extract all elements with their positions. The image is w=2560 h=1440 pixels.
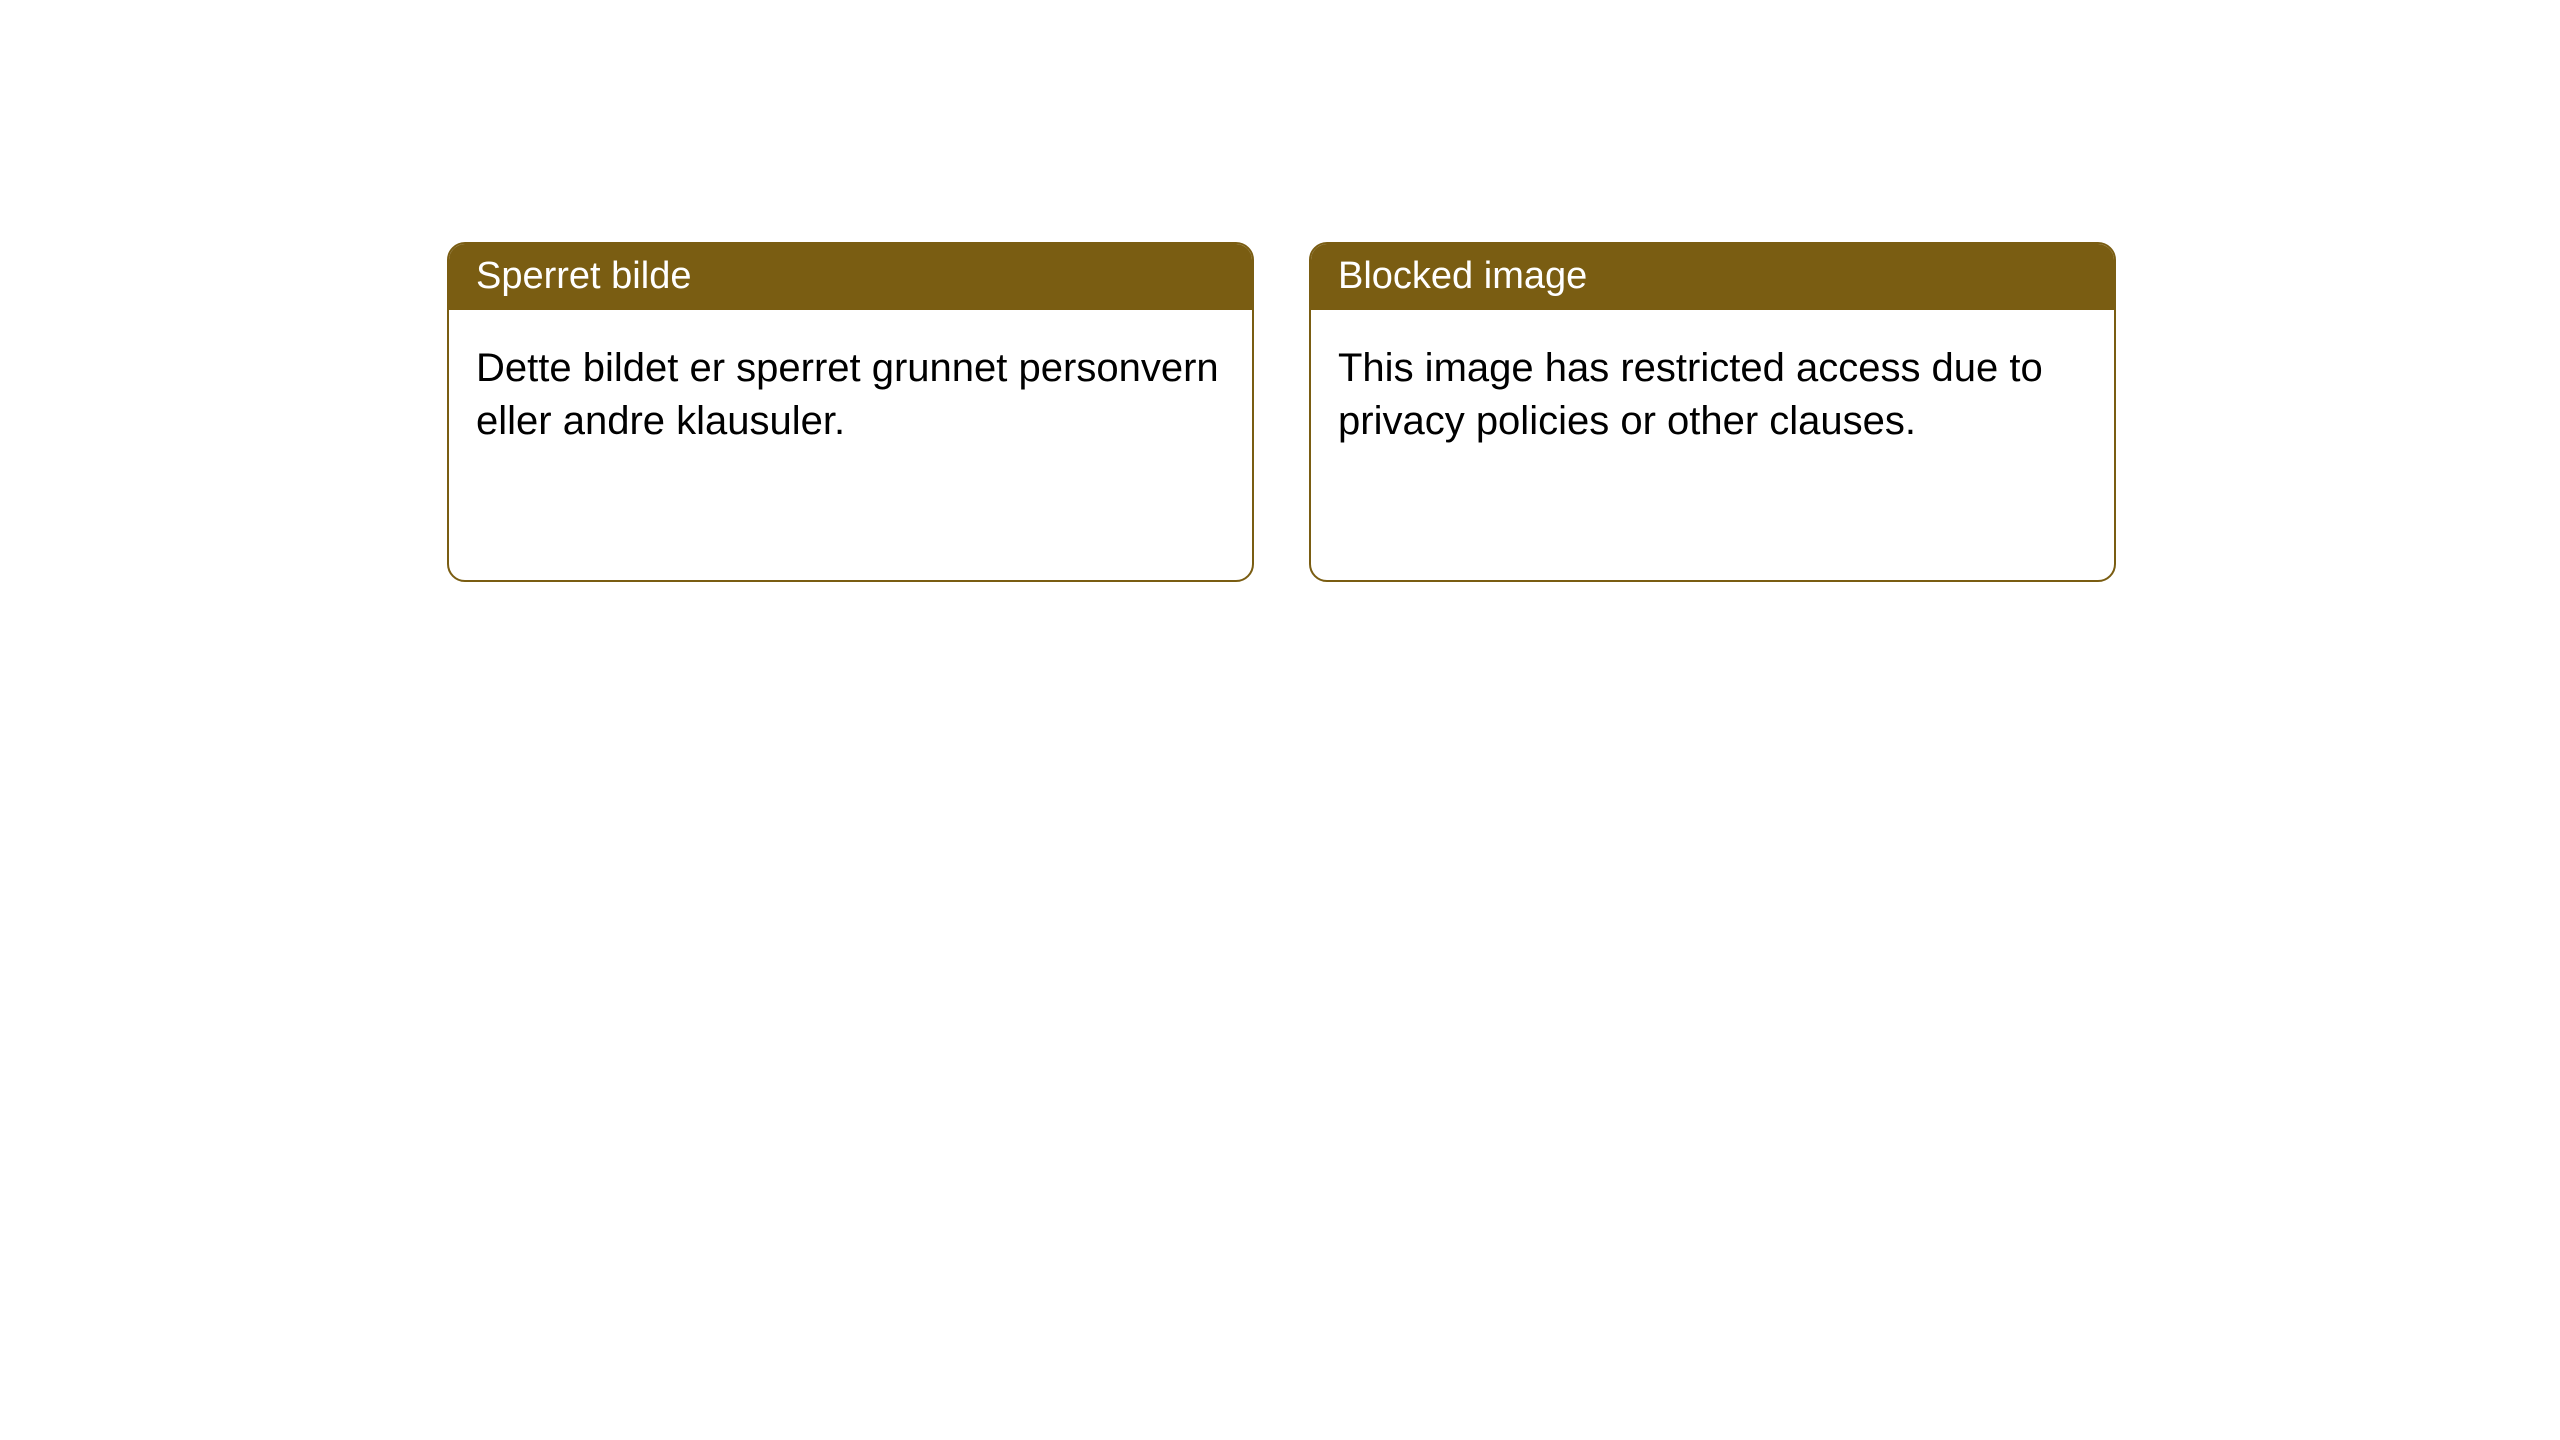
notice-card-norwegian: Sperret bilde Dette bildet er sperret gr… [447, 242, 1254, 582]
card-body-text: This image has restricted access due to … [1338, 346, 2043, 443]
card-body: Dette bildet er sperret grunnet personve… [449, 310, 1252, 480]
notice-cards-container: Sperret bilde Dette bildet er sperret gr… [447, 242, 2116, 582]
card-header: Sperret bilde [449, 244, 1252, 310]
card-header: Blocked image [1311, 244, 2114, 310]
notice-card-english: Blocked image This image has restricted … [1309, 242, 2116, 582]
card-body-text: Dette bildet er sperret grunnet personve… [476, 346, 1219, 443]
card-title: Blocked image [1338, 255, 1587, 297]
card-body: This image has restricted access due to … [1311, 310, 2114, 480]
card-title: Sperret bilde [476, 255, 691, 297]
